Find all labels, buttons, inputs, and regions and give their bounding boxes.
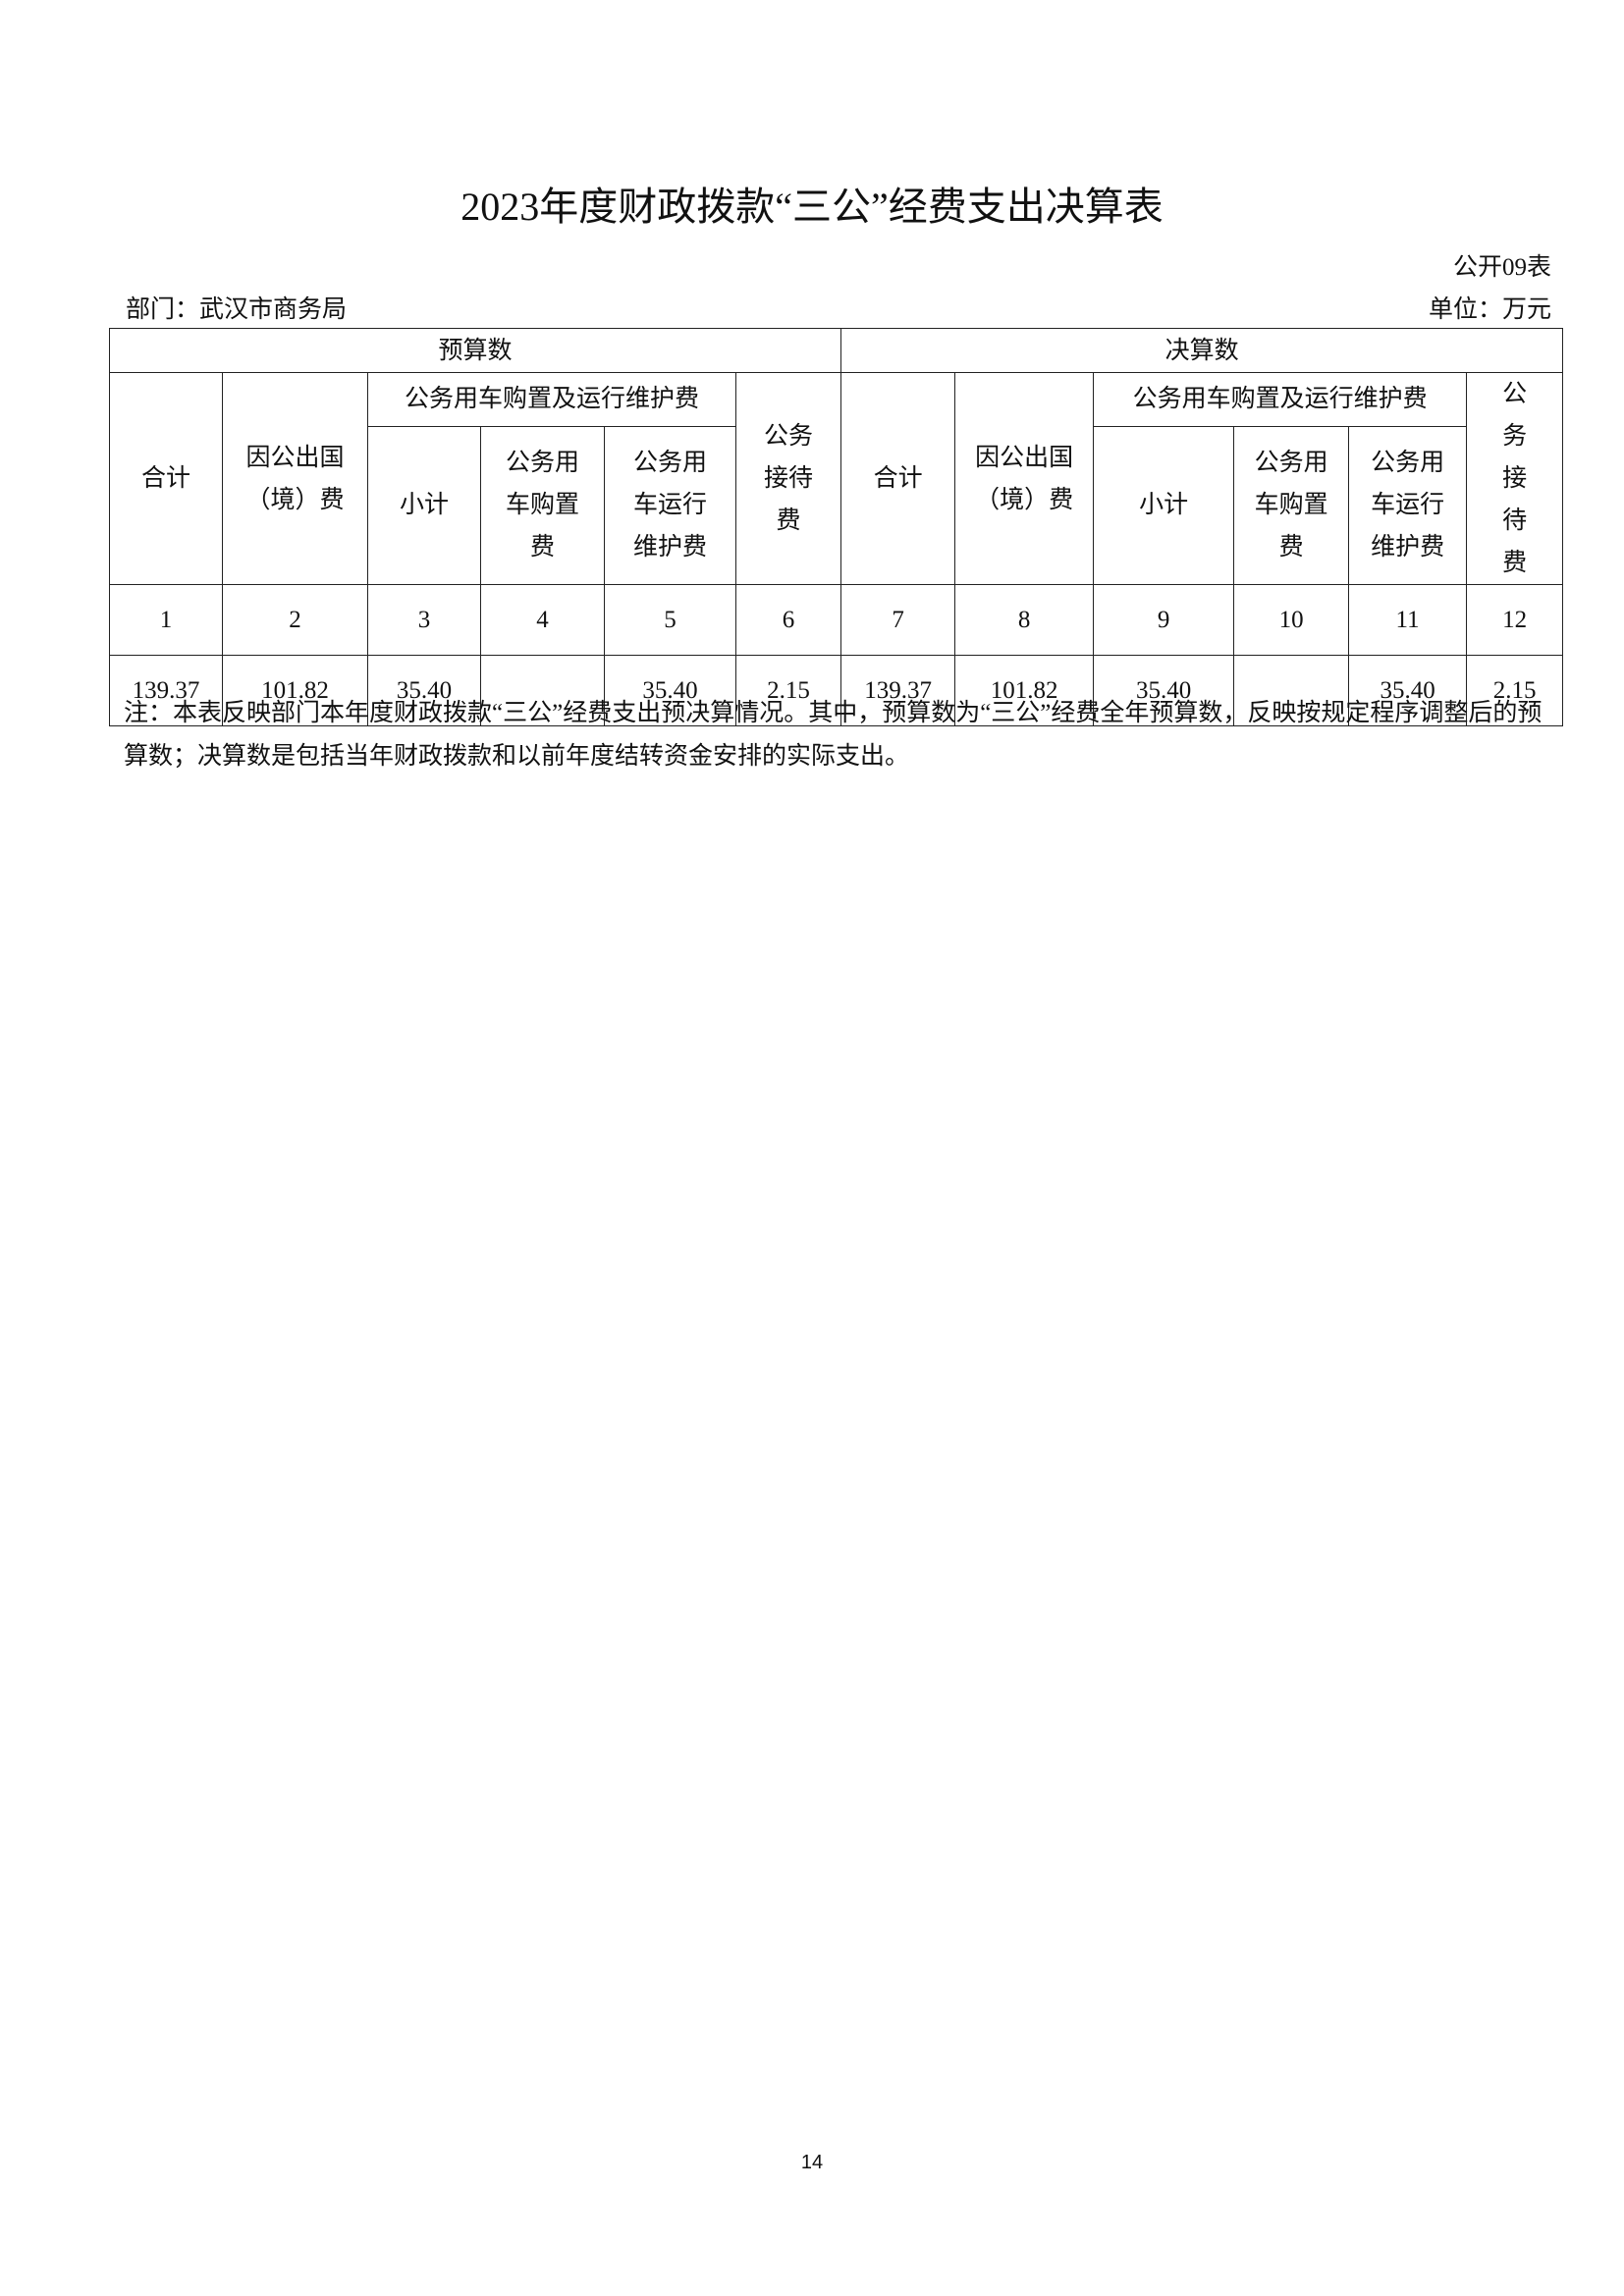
value-cell: 101.82 xyxy=(222,655,368,726)
header-budget-subtotal: 小计 xyxy=(367,425,481,586)
header-final-vehicle-group: 公务用车购置及运行维护费 xyxy=(1093,372,1468,427)
value-cell: 139.37 xyxy=(109,655,223,726)
form-number: 公开09表 xyxy=(1452,254,1551,281)
value-cell: 35.40 xyxy=(1348,655,1468,726)
department-label: 部门：武汉市商务局 xyxy=(126,296,348,323)
table-note: 注：本表反映部门本年度财政拨款“三公”经费支出预决算情况。其中，预算数为“三公”… xyxy=(124,700,1543,770)
page-title: 2023年度财政拨款“三公”经费支出决算表 xyxy=(460,185,1164,229)
col-number: 7 xyxy=(840,584,956,656)
header-final-subtotal: 小计 xyxy=(1093,425,1235,586)
header-budget-abroad: 因公出国（境）费 xyxy=(222,372,368,585)
col-number: 5 xyxy=(604,584,736,656)
col-number: 9 xyxy=(1093,584,1235,656)
header-budget-total: 合计 xyxy=(109,372,223,585)
value-cell xyxy=(1233,655,1350,726)
col-number: 10 xyxy=(1233,584,1350,656)
value-cell: 2.15 xyxy=(734,655,842,726)
value-cell xyxy=(480,655,605,726)
header-budget-operation: 公务用车运行维护费 xyxy=(604,425,736,586)
value-cell: 101.82 xyxy=(954,655,1095,726)
table-row: 139.37 101.82 35.40 35.40 2.15 139.37 10… xyxy=(109,655,1564,726)
header-final-operation: 公务用车运行维护费 xyxy=(1348,425,1468,586)
col-number: 2 xyxy=(222,584,368,656)
col-number: 1 xyxy=(109,584,223,656)
header-budget-reception: 公务接待费 xyxy=(734,372,842,585)
col-number: 4 xyxy=(480,584,605,656)
value-cell: 35.40 xyxy=(367,655,481,726)
header-budget-purchase: 公务用车购置费 xyxy=(480,425,605,586)
col-number: 8 xyxy=(954,584,1095,656)
column-number-row: 1 2 3 4 5 6 7 8 9 10 11 12 xyxy=(109,584,1564,656)
header-final-reception: 公务接待费 xyxy=(1466,372,1564,585)
header-budget-vehicle-group: 公务用车购置及运行维护费 xyxy=(367,372,736,427)
unit-label: 单位：万元 xyxy=(1428,296,1551,323)
value-cell: 35.40 xyxy=(604,655,736,726)
value-cell: 35.40 xyxy=(1093,655,1235,726)
col-number: 6 xyxy=(734,584,842,656)
page-number: 14 xyxy=(800,2152,824,2173)
col-number: 3 xyxy=(367,584,481,656)
col-number: 12 xyxy=(1466,584,1564,656)
col-number: 11 xyxy=(1348,584,1468,656)
header-final-total: 合计 xyxy=(840,372,956,585)
final-group-header: 决算数 xyxy=(840,328,1564,373)
three-public-expenses-table: 预算数 决算数 合计 因公出国（境）费 公务用车购置及运行维护费 公务接待费 合… xyxy=(108,328,1564,726)
header-final-purchase: 公务用车购置费 xyxy=(1233,425,1350,586)
value-cell: 2.15 xyxy=(1466,655,1564,726)
budget-group-header: 预算数 xyxy=(108,328,842,373)
header-final-abroad: 因公出国（境）费 xyxy=(954,372,1095,585)
value-cell: 139.37 xyxy=(840,655,956,726)
